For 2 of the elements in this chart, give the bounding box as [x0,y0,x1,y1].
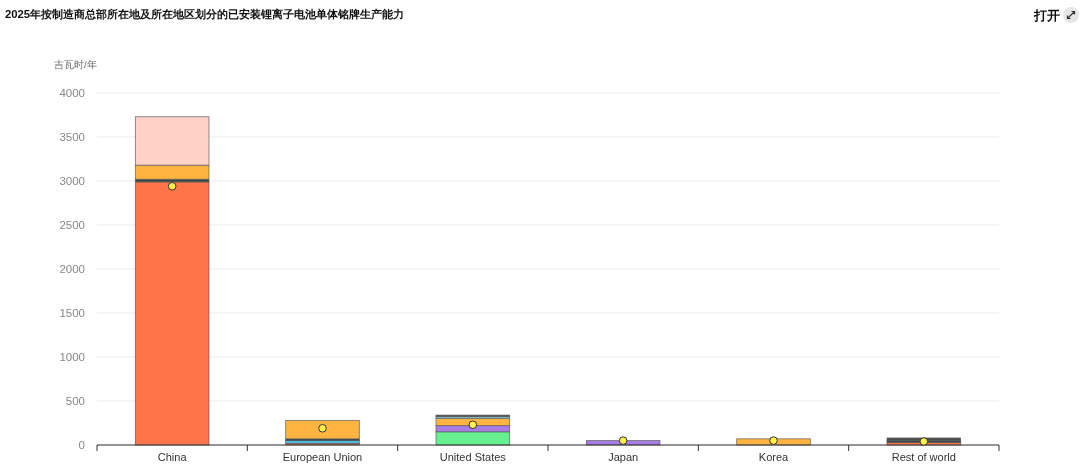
annotation: 打开 [1034,9,1060,23]
title: 2025年按制造商总部所在地及所在地区划分的已安装锂离子电池单体铭牌生产能力 [5,8,405,20]
